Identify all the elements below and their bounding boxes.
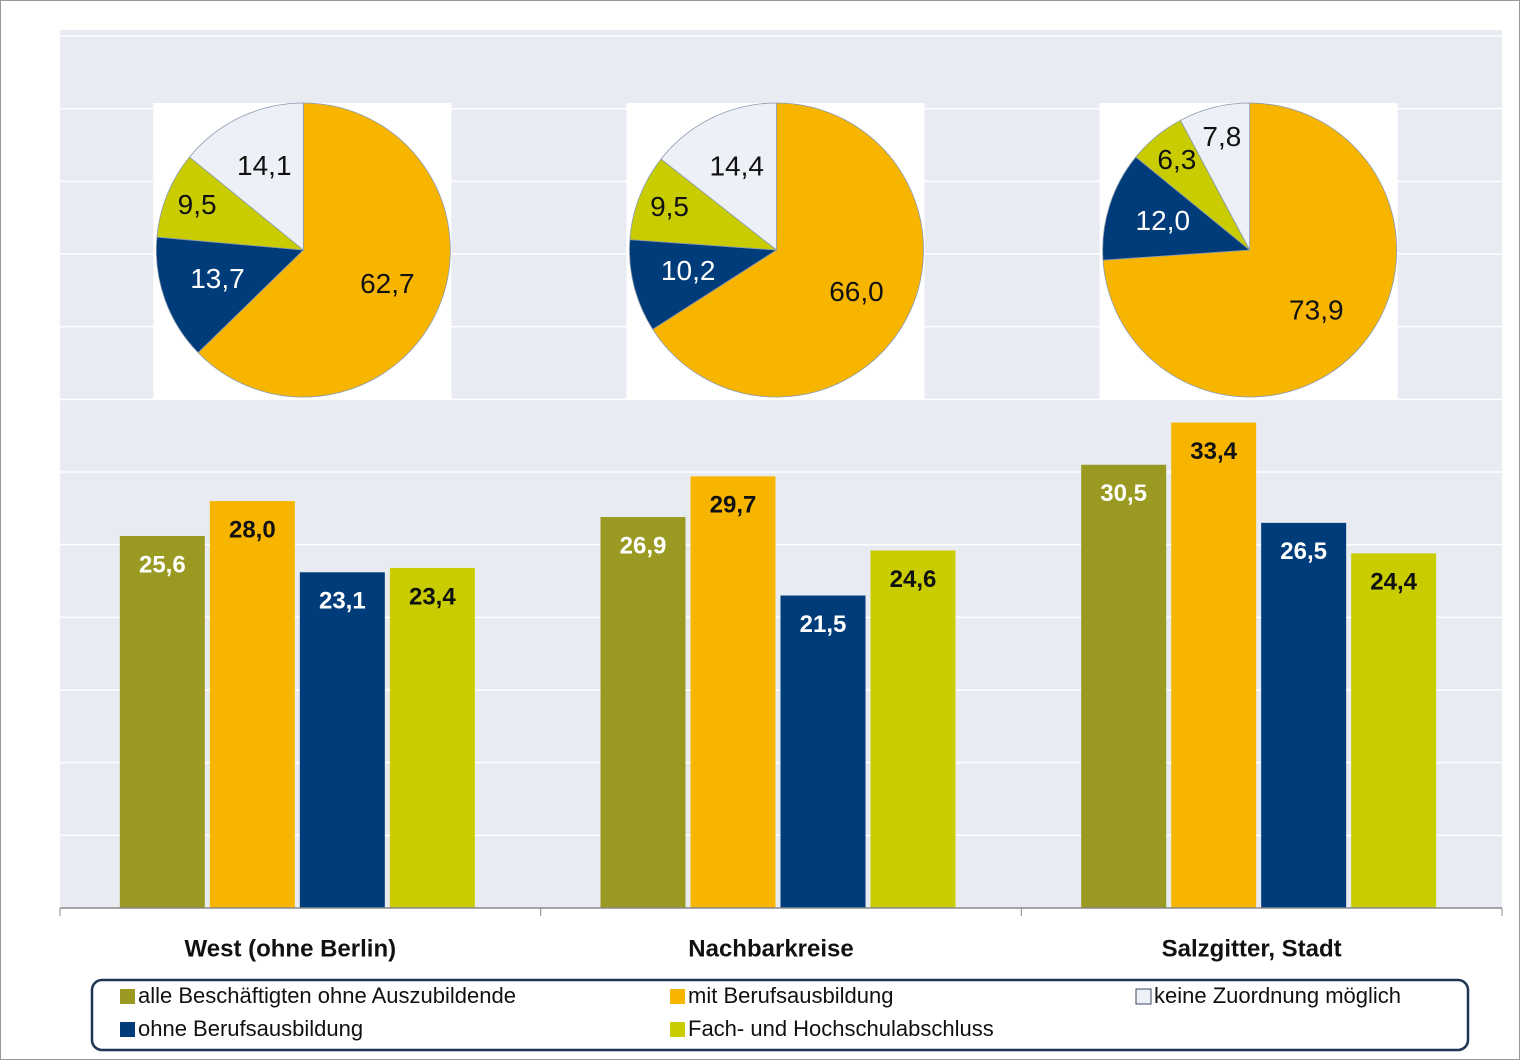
pie-slice — [1102, 156, 1251, 261]
legend-swatch — [1135, 988, 1152, 1005]
bar — [1351, 553, 1437, 908]
legend-label: ohne Berufsausbildung — [138, 1016, 363, 1041]
pie: 73,9 12,0 6,37,8 — [1099, 102, 1398, 399]
pie-slice — [197, 102, 451, 398]
bar — [1081, 464, 1167, 908]
legend-label: mit Berufsausbildung — [688, 983, 893, 1008]
bar-value-label: 30,5 — [1100, 480, 1147, 507]
pie-slice — [652, 102, 924, 398]
bar — [1171, 422, 1257, 908]
bar-value-label: 26,5 — [1280, 538, 1327, 565]
bar-value-label: 25,6 — [139, 551, 186, 578]
bar-value-label: 26,9 — [620, 532, 667, 559]
legend-label: Fach- und Hochschulabschluss — [688, 1016, 994, 1041]
pie-value-label: 6,3 — [1157, 144, 1196, 175]
bar — [780, 595, 866, 908]
pie-value-label: 9,5 — [178, 189, 217, 220]
bar-value-label: 24,4 — [1370, 569, 1417, 596]
pie-slice — [155, 236, 305, 354]
pie-value-label: 14,4 — [709, 150, 764, 181]
bar-value-label: 21,5 — [800, 611, 847, 638]
bar — [389, 567, 475, 908]
legend — [90, 978, 1470, 1052]
pie-value-label: 66,0 — [829, 276, 884, 307]
pie-value-label: 13,7 — [190, 263, 245, 294]
legend-swatch — [670, 989, 685, 1004]
bar-value-label: 23,1 — [319, 588, 366, 615]
legend-swatch — [670, 1022, 685, 1037]
bar — [299, 572, 385, 908]
pie-value-label: 12,0 — [1136, 205, 1191, 236]
pie-slice — [629, 239, 778, 330]
pie-slice — [1179, 102, 1251, 251]
legend-swatch — [120, 1022, 135, 1037]
bar — [1261, 522, 1347, 908]
pie-slice — [660, 102, 777, 251]
x-tick-label: Nachbarkreise — [688, 935, 853, 962]
bar — [119, 535, 205, 908]
x-tick-label: West (ohne Berlin) — [185, 935, 397, 962]
bar-value-label: 24,6 — [890, 566, 937, 593]
bar-value-label: 33,4 — [1190, 438, 1237, 465]
pie-value-label: 73,9 — [1289, 295, 1344, 326]
bar-value-label: 28,0 — [229, 516, 276, 543]
pie-value-label: 14,1 — [237, 150, 292, 181]
legend-label: keine Zuordnung möglich — [1154, 983, 1401, 1008]
bar — [600, 517, 686, 908]
pie-slice — [156, 156, 305, 251]
legend-swatch — [120, 989, 135, 1004]
pie: 66,0 10,2 9,5 14,4 — [626, 102, 925, 399]
bar — [870, 550, 956, 908]
pie-slice — [188, 102, 304, 251]
pie-value-label: 9,5 — [650, 191, 689, 222]
bar-value-label: 29,7 — [710, 492, 757, 519]
legend-label: alle Beschäftigten ohne Auszubildende — [138, 983, 516, 1008]
x-tick-label: Salzgitter, Stadt — [1162, 935, 1342, 962]
bar-value-label: 23,4 — [409, 583, 456, 610]
pie-value-label: 62,7 — [360, 268, 415, 299]
bar — [690, 476, 776, 908]
pie: 62,7 13,7 9,5 14,1 — [153, 102, 452, 399]
pie-value-label: 10,2 — [661, 255, 716, 286]
bar — [209, 501, 295, 908]
pie-slice — [629, 158, 778, 251]
pie-value-label: 7,8 — [1202, 121, 1241, 152]
